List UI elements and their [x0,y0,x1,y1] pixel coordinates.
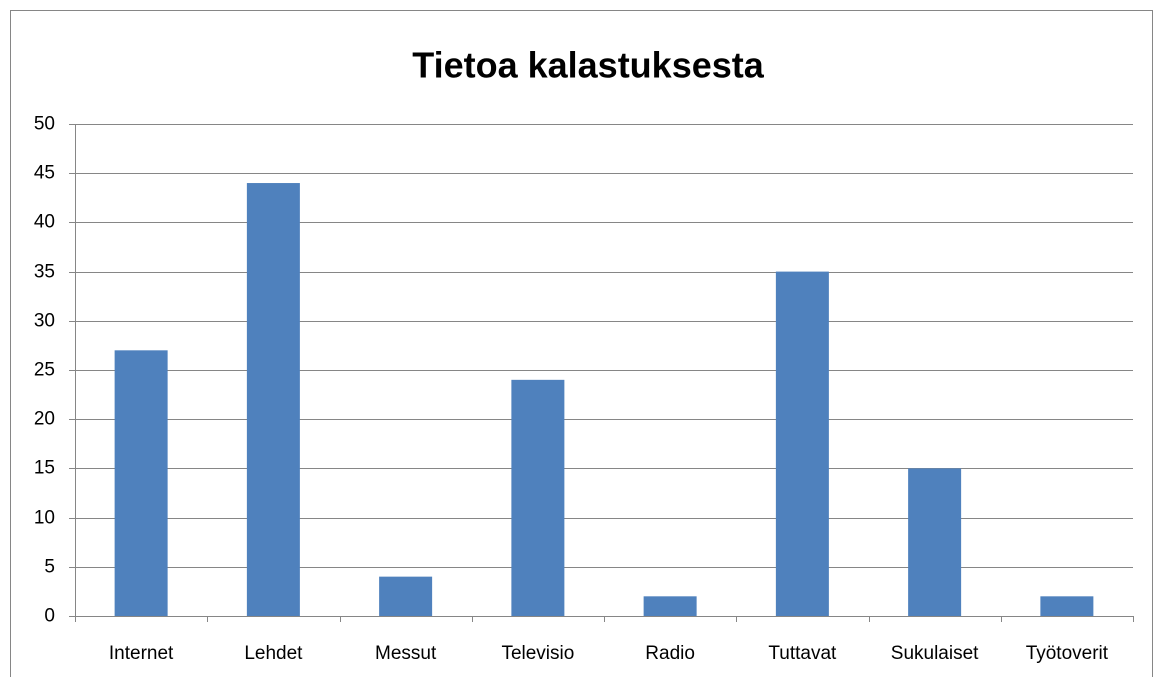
y-tick-label: 0 [44,606,55,627]
chart-border [10,10,1153,682]
y-tick-label: 35 [34,262,55,283]
y-tick-label: 5 [44,557,55,578]
x-tick-label: Tuttavat [768,643,837,664]
bar [643,596,697,616]
x-tick-label: Internet [109,643,174,664]
x-tick-label: Radio [645,643,695,664]
x-tick-label: Sukulaiset [891,643,979,664]
y-tick-label: 15 [34,458,55,479]
bar [1040,596,1094,616]
x-tick-label: Lehdet [244,643,303,664]
bar [114,350,168,616]
bar [775,271,829,616]
bar [246,183,300,617]
y-tick-label: 40 [34,212,55,233]
y-tick-label: 10 [34,508,55,529]
x-tick-label: Televisio [501,643,574,664]
bar [379,576,433,616]
y-tick-label: 20 [34,409,55,430]
y-tick-label: 30 [34,311,55,332]
y-tick-label: 45 [34,163,55,184]
chart-title: Tietoa kalastuksesta [412,45,765,86]
y-tick-label: 50 [34,114,55,135]
x-tick-label: Messut [375,643,437,664]
y-tick-label: 25 [34,360,55,381]
bar [908,468,962,616]
x-tick-label: Työtoverit [1026,643,1109,664]
bar [511,379,565,616]
